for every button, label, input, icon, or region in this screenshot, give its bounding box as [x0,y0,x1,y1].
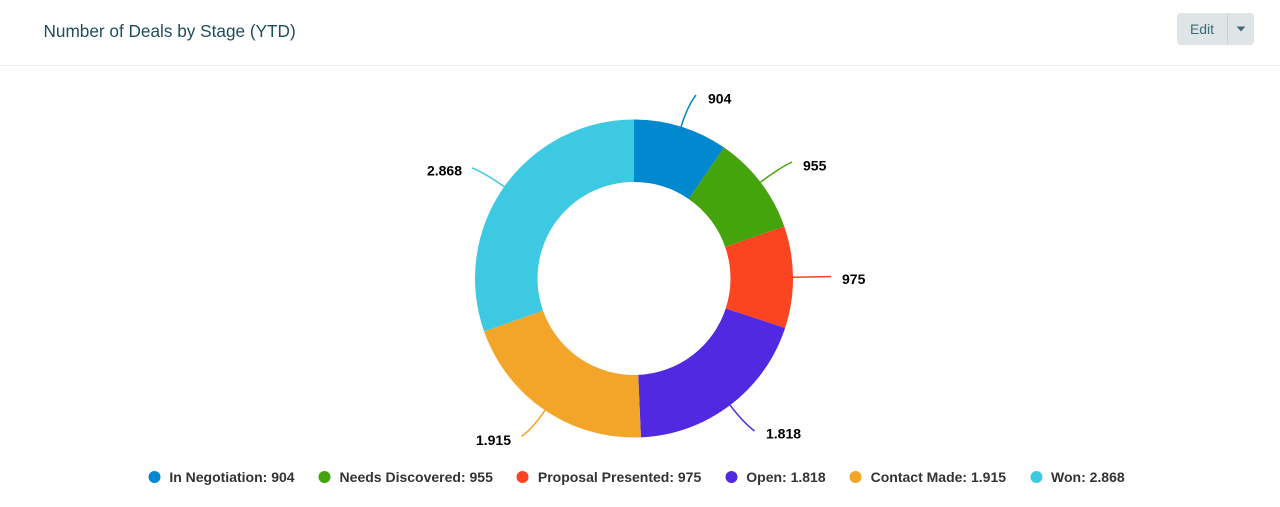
svg-text:904: 904 [708,91,732,107]
svg-text:975: 975 [842,271,866,287]
svg-text:955: 955 [803,158,827,174]
svg-text:2.868: 2.868 [427,163,462,179]
svg-text:1.915: 1.915 [476,432,511,448]
svg-text:1.818: 1.818 [766,425,801,441]
